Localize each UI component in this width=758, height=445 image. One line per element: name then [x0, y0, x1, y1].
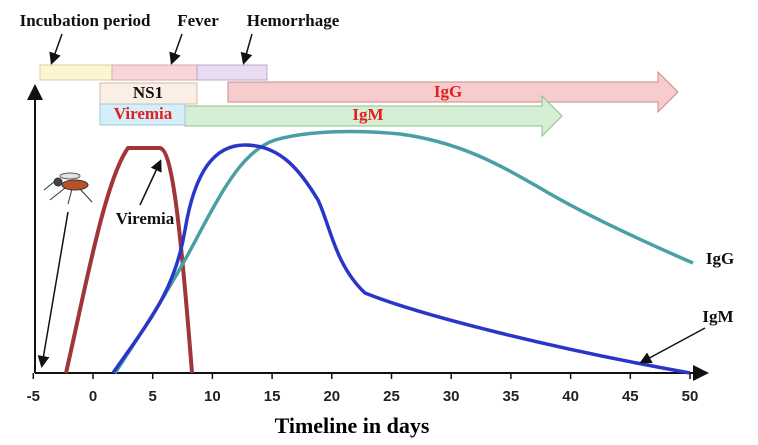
x-tick-label: 35: [503, 388, 520, 405]
arrow: [169, 33, 183, 65]
fever-bar: [111, 64, 198, 81]
arrow: [240, 33, 253, 65]
igg-arrow: [227, 70, 679, 114]
viremia-box: [99, 103, 186, 126]
phase-label: Hemorrhage: [247, 11, 340, 30]
x-tick-label: 5: [149, 388, 157, 405]
marker-label: IgG: [434, 82, 462, 101]
x-tick-label: 40: [562, 388, 579, 405]
marker-label: IgM: [352, 105, 383, 124]
igm-curve: [111, 143, 691, 375]
curve-label: IgM: [702, 307, 733, 326]
mosquito-icon: [43, 172, 93, 205]
hemorrhage-bar: [196, 64, 268, 81]
x-tick-label: -5: [27, 388, 40, 405]
igg-curve: [113, 129, 694, 374]
arrow: [37, 211, 69, 368]
x-tick-label: 30: [443, 388, 460, 405]
marker-label: NS1: [133, 83, 163, 102]
arrow: [49, 33, 63, 65]
phase-label: Fever: [177, 11, 219, 30]
x-ticks: -5 0 5 10 15 20 25 30 35 40 45 50: [27, 373, 699, 405]
marker-label: Viremia: [114, 104, 173, 123]
phase-label: Incubation period: [20, 11, 151, 30]
x-tick-label: 0: [89, 388, 97, 405]
x-tick-label: 50: [682, 388, 699, 405]
x-tick-label: 45: [622, 388, 639, 405]
x-tick-label: 20: [323, 388, 340, 405]
incubation-bar: [39, 64, 113, 81]
x-tick-label: 10: [204, 388, 221, 405]
x-tick-label: 25: [383, 388, 400, 405]
axis-title: Timeline in days: [275, 413, 430, 438]
arrow: [639, 327, 706, 364]
igm-arrow: [184, 94, 563, 138]
curve-label: IgG: [706, 249, 734, 268]
curve-label: Viremia: [116, 209, 175, 228]
x-tick-label: 15: [264, 388, 281, 405]
arrow: [139, 159, 162, 206]
